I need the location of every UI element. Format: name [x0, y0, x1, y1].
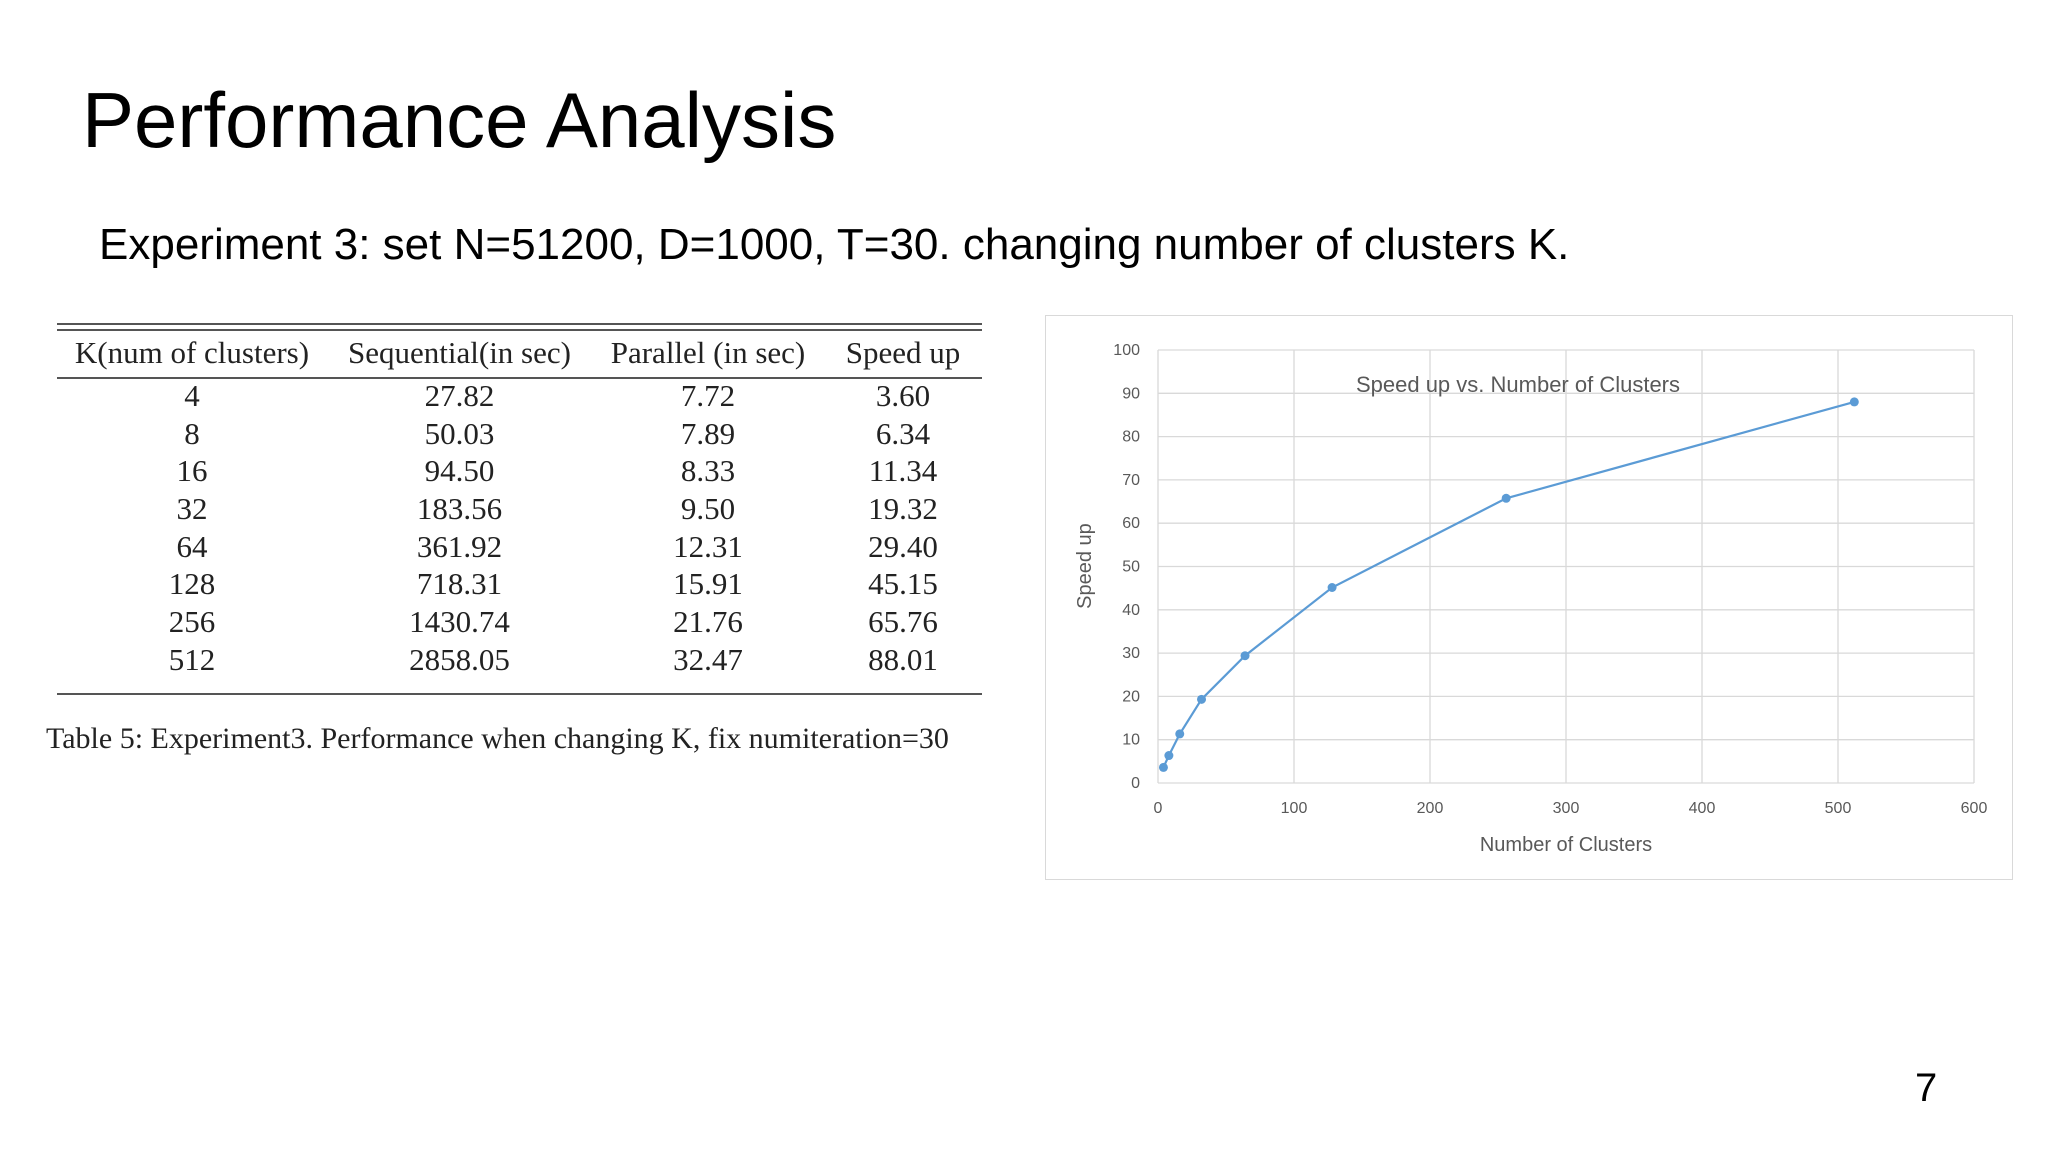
table-cell: 15.91: [673, 566, 743, 602]
table-cell: 6.34: [875, 415, 931, 451]
y-axis-label: Speed up: [1074, 523, 1096, 609]
table-row: 64 361.92 12.31 29.40: [57, 528, 982, 566]
y-tick-label: 70: [1122, 472, 1140, 489]
data-point: [1197, 694, 1207, 704]
table-header-cell: K(num of clusters): [74, 335, 310, 370]
data-point: [1501, 493, 1511, 503]
data-point: [1164, 751, 1174, 761]
table-header-cell: Sequential(in sec): [348, 335, 571, 370]
table-cell: 7.72: [680, 377, 736, 413]
x-tick-label: 200: [1417, 800, 1444, 817]
table-row: 4 27.82 7.72 3.60: [57, 377, 982, 415]
y-tick-label: 40: [1122, 602, 1140, 619]
table-cell: 4: [184, 377, 200, 413]
x-tick-label: 0: [1154, 800, 1163, 817]
x-tick-label: 300: [1553, 800, 1580, 817]
table-cell: 1430.74: [409, 603, 510, 639]
table-rule-top-inner: [57, 329, 982, 331]
y-tick-label: 10: [1122, 732, 1140, 749]
data-point: [1849, 397, 1859, 407]
data-point: [1158, 762, 1168, 772]
table-cell: 7.89: [680, 415, 736, 451]
table-cell: 361.92: [416, 528, 503, 564]
y-tick-label: 60: [1122, 515, 1140, 532]
table-row: 32 183.56 9.50 19.32: [57, 490, 982, 528]
y-tick-label: 100: [1113, 342, 1140, 359]
x-tick-label: 600: [1961, 800, 1988, 817]
x-tick-label: 400: [1689, 800, 1716, 817]
page-number: 7: [1915, 1066, 1938, 1110]
table-cell: 8.33: [680, 453, 736, 489]
table-cell: 16: [176, 453, 208, 489]
data-point: [1327, 583, 1337, 593]
slide-subtitle: Experiment 3: set N=51200, D=1000, T=30.…: [99, 220, 1570, 269]
y-tick-label: 90: [1122, 385, 1140, 402]
table-cell: 3.60: [875, 377, 931, 413]
table-header-cell: Parallel (in sec): [610, 335, 806, 370]
y-tick-label: 20: [1122, 688, 1140, 705]
table-cell: 718.31: [416, 566, 503, 602]
table-header-cell: Speed up: [845, 335, 961, 370]
table-cell: 32.47: [673, 641, 743, 677]
table-row: 256 1430.74 21.76 65.76: [57, 603, 982, 641]
table-cell: 27.82: [424, 377, 495, 413]
speedup-chart-svg: 0 10 20 30 40 50 60 70 80 90 100 0 100 200 300 400 500 60…: [1074, 342, 1988, 856]
y-tick-label: 30: [1122, 645, 1140, 662]
slide-title: Performance Analysis: [82, 76, 837, 164]
chart-title: Speed up vs. Number of Clusters: [1356, 372, 1680, 397]
table-cell: 8: [184, 415, 200, 451]
results-table: K(num of clusters) Sequential(in sec) Pa…: [57, 329, 982, 679]
table-cell: 2858.05: [409, 641, 510, 677]
x-tick-label: 100: [1281, 800, 1308, 817]
table-cell: 65.76: [868, 603, 938, 639]
table-row: 16 94.50 8.33 11.34: [57, 452, 982, 490]
table-cell: 50.03: [424, 415, 495, 451]
table-cell: 256: [168, 603, 216, 639]
table-header-row: K(num of clusters) Sequential(in sec) Pa…: [57, 329, 982, 377]
table-cell: 88.01: [868, 641, 938, 677]
table-row: 128 718.31 15.91 45.15: [57, 565, 982, 603]
table-cell: 11.34: [868, 453, 938, 489]
y-tick-label: 0: [1131, 775, 1140, 792]
series-line: [1162, 400, 1855, 768]
data-point: [1240, 651, 1250, 661]
data-point: [1175, 729, 1185, 739]
table-cell: 29.40: [868, 528, 938, 564]
table-cell: 183.56: [416, 490, 503, 526]
table-cell: 45.15: [868, 566, 938, 602]
table-row: 8 50.03 7.89 6.34: [57, 415, 982, 453]
table-cell: 512: [168, 641, 216, 677]
table-cell: 128: [168, 566, 216, 602]
table-rule-header: [57, 377, 982, 379]
x-tick-label: 500: [1825, 800, 1852, 817]
table-cell: 19.32: [868, 490, 938, 526]
table-row: 512 2858.05 32.47 88.01: [57, 641, 982, 679]
y-tick-label: 50: [1122, 559, 1140, 576]
x-axis-label: Number of Clusters: [1480, 834, 1652, 856]
speedup-chart: 0 10 20 30 40 50 60 70 80 90 100 0 100 200 300 400 500 60…: [1045, 315, 2013, 880]
table-cell: 32: [176, 490, 208, 526]
table-cell: 9.50: [680, 490, 736, 526]
table-cell: 94.50: [424, 453, 495, 489]
table-cell: 64: [176, 528, 208, 564]
table-cell: 12.31: [673, 528, 743, 564]
table-caption: Table 5: Experiment3. Performance when c…: [46, 722, 949, 755]
table-rule-top: [57, 323, 982, 325]
table-cell: 21.76: [673, 603, 743, 639]
table-rule-bottom: [57, 693, 982, 695]
y-tick-label: 80: [1122, 429, 1140, 446]
